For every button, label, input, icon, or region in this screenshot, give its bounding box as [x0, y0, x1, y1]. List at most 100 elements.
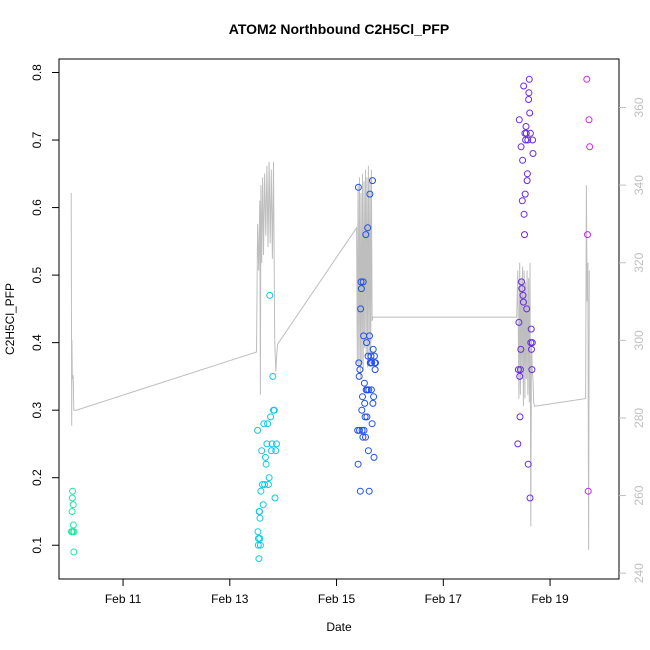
- y-axis-left: 0.1 0.2 0.3 0.4 0.5 0.6 0.7 0.8: [30, 64, 59, 554]
- data-point: [254, 426, 262, 434]
- data-point: [268, 440, 276, 448]
- data-point: [256, 541, 264, 549]
- data-point: [68, 494, 76, 502]
- data-point: [522, 136, 530, 144]
- line-series-layer: [70, 161, 590, 550]
- data-point: [358, 406, 366, 414]
- y-axis-label: C2H5Cl_PFP: [3, 283, 17, 355]
- data-point: [360, 426, 368, 434]
- data-point: [69, 521, 77, 529]
- data-point: [523, 177, 531, 185]
- data-point: [369, 177, 376, 185]
- data-point: [356, 487, 364, 495]
- data-point: [266, 291, 274, 299]
- x-tick-label: Feb 11: [105, 592, 142, 606]
- y2-tick-label: 340: [632, 175, 646, 195]
- data-point: [357, 305, 365, 313]
- data-point: [360, 379, 368, 387]
- data-point: [256, 514, 264, 522]
- data-point: [262, 460, 270, 468]
- data-point: [370, 453, 378, 461]
- data-point: [516, 413, 524, 421]
- data-point: [518, 285, 526, 293]
- y-tick-label: 0.6: [30, 199, 44, 216]
- y2-tick-label: 260: [632, 485, 646, 505]
- data-point: [70, 528, 78, 536]
- data-point: [367, 386, 375, 394]
- plot-frame: [58, 58, 620, 580]
- data-point: [370, 352, 378, 360]
- data-point: [524, 460, 532, 468]
- data-point: [255, 555, 263, 563]
- data-point: [259, 501, 267, 509]
- data-point: [359, 393, 366, 401]
- data-point: [264, 420, 272, 428]
- line-series: [70, 161, 590, 550]
- data-point: [527, 325, 535, 333]
- data-point: [368, 359, 376, 367]
- data-point: [70, 548, 78, 556]
- data-point: [519, 298, 527, 306]
- data-point: [520, 82, 528, 90]
- scatter-points-layer: [68, 75, 594, 563]
- data-point: [359, 278, 367, 286]
- data-point: [364, 224, 372, 232]
- data-point: [68, 508, 76, 515]
- data-point: [528, 339, 536, 347]
- data-point: [363, 413, 371, 421]
- x-tick-label: Feb 17: [425, 592, 463, 606]
- data-point: [370, 393, 378, 401]
- data-point: [271, 494, 279, 502]
- x-tick-label: Feb 13: [211, 592, 249, 606]
- data-point: [264, 481, 272, 488]
- data-point: [525, 75, 533, 83]
- x-tick-label: Feb 19: [531, 592, 569, 606]
- data-point: [525, 96, 533, 103]
- data-point: [584, 231, 591, 239]
- data-point: [365, 386, 373, 394]
- data-point: [261, 453, 269, 461]
- data-point: [273, 440, 280, 448]
- data-point: [362, 433, 369, 441]
- data-point: [267, 413, 275, 421]
- data-point: [362, 231, 370, 239]
- data-point: [69, 487, 77, 495]
- data-point: [522, 123, 530, 130]
- y-tick-label: 0.5: [30, 266, 44, 283]
- data-point: [519, 156, 527, 164]
- data-point: [357, 278, 365, 286]
- y-tick-label: 0.7: [30, 131, 44, 148]
- data-point: [526, 494, 534, 502]
- data-point: [361, 399, 369, 407]
- data-point: [272, 447, 280, 455]
- data-point: [263, 440, 271, 448]
- data-point: [517, 345, 525, 353]
- data-point: [583, 75, 591, 83]
- data-point: [356, 426, 363, 434]
- data-point: [514, 440, 522, 448]
- data-point: [270, 406, 278, 414]
- y2-tick-label: 320: [632, 252, 646, 272]
- data-point: [521, 190, 529, 198]
- data-point: [369, 399, 377, 407]
- data-point: [254, 541, 262, 549]
- data-point: [355, 372, 363, 380]
- data-point: [526, 109, 534, 117]
- data-point: [521, 231, 528, 239]
- data-point: [517, 143, 525, 151]
- data-point: [515, 116, 523, 124]
- data-point: [528, 366, 536, 374]
- y-axis-right: 240 260 280 300 320 340 360: [619, 97, 646, 583]
- data-point: [515, 318, 523, 326]
- data-point: [69, 501, 77, 509]
- data-point: [371, 366, 379, 374]
- data-point: [518, 197, 526, 205]
- data-point: [518, 278, 525, 286]
- y-tick-label: 0.8: [30, 64, 44, 81]
- x-tick-label: Feb 15: [318, 592, 356, 606]
- data-point: [355, 359, 363, 367]
- data-point: [366, 190, 374, 198]
- data-point: [522, 129, 530, 137]
- data-point: [514, 366, 522, 374]
- data-point: [364, 447, 372, 455]
